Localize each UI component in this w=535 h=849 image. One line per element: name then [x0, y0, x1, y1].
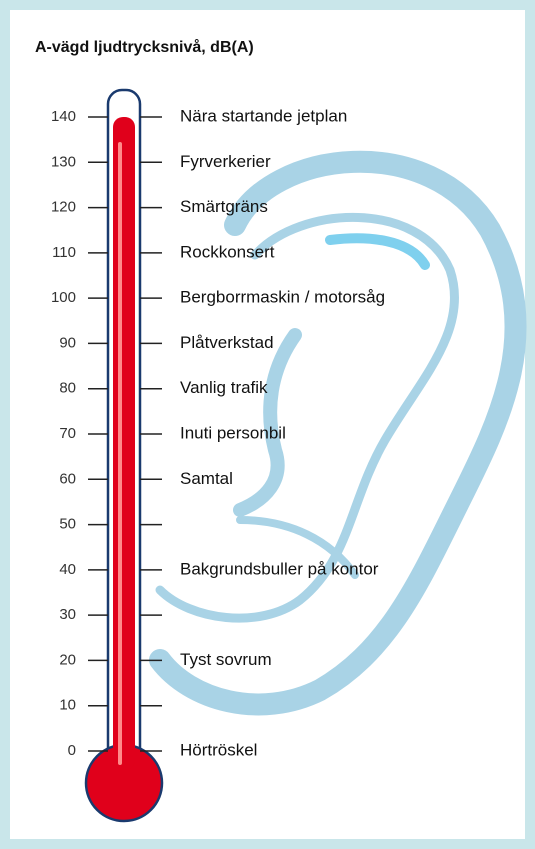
y-tick-label: 40 [59, 561, 76, 578]
y-tick-label: 100 [51, 289, 76, 306]
y-tick-label: 20 [59, 651, 76, 668]
thermometer-fill [113, 117, 135, 770]
chart: A-vägd ljudtrycksnivå, dB(A) 0 10 20 30 40 50… [0, 0, 535, 849]
annotation-label: Hörtröskel [180, 740, 257, 759]
y-tick-label: 110 [52, 244, 76, 261]
annotation-label: Vanlig trafik [180, 378, 268, 397]
y-tick-label: 90 [59, 334, 76, 351]
y-tick-label: 120 [51, 199, 76, 216]
annotation-label: Nära startande jetplan [180, 106, 347, 125]
annotation-label: Fyrverkerier [180, 152, 271, 171]
annotation-label: Inuti personbil [180, 423, 286, 442]
y-tick-label: 60 [59, 470, 76, 487]
chart-title: A-vägd ljudtrycksnivå, dB(A) [35, 38, 254, 56]
y-tick-label: 70 [59, 425, 76, 442]
annotation-label: Smärtgräns [180, 197, 268, 216]
annotation-label: Rockkonsert [180, 242, 275, 261]
annotation-label: Bakgrundsbuller på kontor [180, 559, 379, 578]
y-tick-label: 50 [59, 516, 76, 533]
y-tick-label: 80 [59, 380, 76, 397]
annotation-label: Plåtverkstad [180, 333, 274, 352]
y-tick-label: 130 [51, 153, 76, 170]
y-tick-label: 10 [59, 697, 76, 714]
annotation-label: Bergborrmaskin / motorsåg [180, 288, 385, 307]
thermometer-highlight [118, 142, 122, 765]
annotation-label: Samtal [180, 469, 233, 488]
y-tick-label: 140 [51, 108, 76, 125]
y-tick-label: 30 [59, 606, 76, 623]
y-tick-label: 0 [68, 742, 76, 759]
annotation-label: Tyst sovrum [180, 650, 272, 669]
